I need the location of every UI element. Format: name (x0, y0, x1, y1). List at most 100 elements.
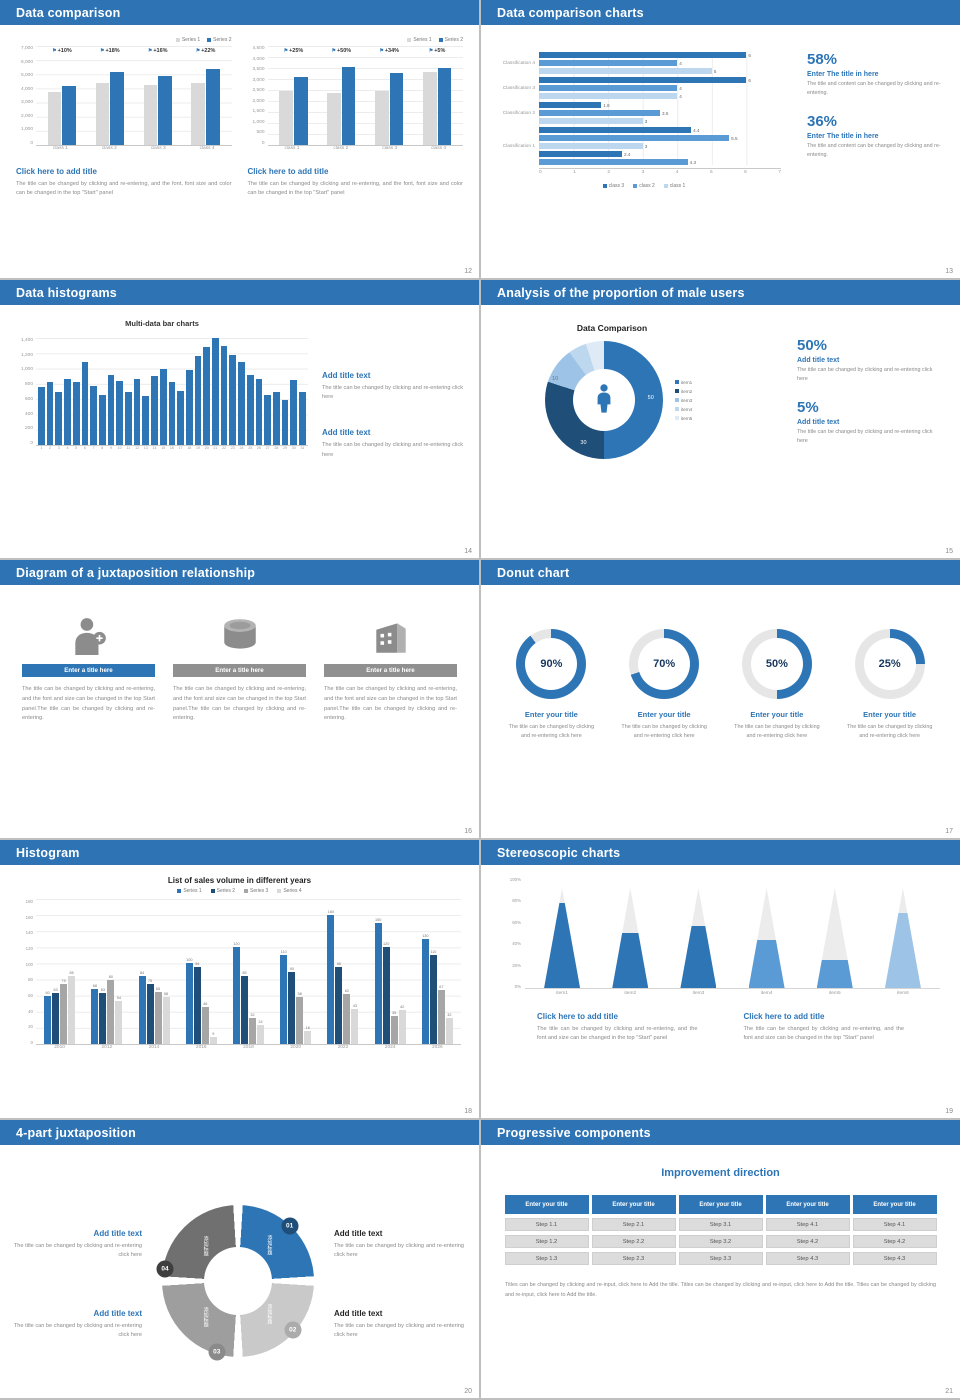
x-tick: 1 (573, 170, 576, 175)
bar-value: 84 (139, 971, 145, 976)
y-tick: 180 (25, 899, 33, 904)
item-title-bar[interactable]: Enter a title here (173, 664, 306, 677)
step-item[interactable]: Step 2.1 (591, 1218, 676, 1231)
step-item[interactable]: Step 4.1 (765, 1218, 850, 1231)
flag-icon: ⚑ (379, 48, 384, 54)
step-item[interactable]: Step 2.3 (591, 1252, 676, 1265)
stat-title[interactable]: Enter The title in here (807, 133, 879, 141)
slide-20-four-part-juxtaposition[interactable]: 4-part juxtaposition 01 添加标题 02 添加标题 03 添加标题 0… (0, 1120, 479, 1398)
stat-title[interactable]: Add title text (797, 419, 840, 427)
bar-group: ⚑+34% (373, 48, 406, 145)
bar-value: 4 (679, 85, 682, 91)
bar (68, 975, 76, 1044)
gauge-title[interactable]: Enter your title (863, 710, 917, 719)
y-tick: 2,000 (252, 98, 265, 104)
gauge-title[interactable]: Enter your title (750, 710, 804, 719)
bar-value: 24 (258, 1019, 263, 1024)
x-label: item1 (556, 991, 568, 996)
step-item[interactable]: Step 3.1 (678, 1218, 763, 1231)
flag-icon: ⚑ (147, 48, 153, 54)
slide-19-stereoscopic-charts[interactable]: Stereoscopic charts 100% 80% 60% 40% 20% 0% i… (481, 840, 960, 1118)
item-title-bar[interactable]: Enter a title here (22, 664, 155, 677)
title-button[interactable]: Enter your title (678, 1195, 763, 1214)
slide-16-juxtaposition-diagram[interactable]: Diagram of a juxtaposition relationship … (0, 560, 479, 838)
block-title[interactable]: Click here to add title (537, 1012, 618, 1021)
stat-title[interactable]: Add title text (797, 357, 840, 364)
x-axis: class 1 class 2 class 3 class 4 (36, 146, 232, 155)
slide-17-donut-chart[interactable]: Donut chart 90% Enter your title The title… (481, 560, 960, 838)
stat-block: 50% Add title text The title can be chan… (797, 337, 944, 383)
step-item[interactable]: Step 4.3 (852, 1252, 937, 1265)
gauge-title[interactable]: Enter your title (637, 710, 691, 719)
title-button[interactable]: Enter your title (765, 1195, 850, 1214)
cone-slot (531, 888, 593, 988)
title-button[interactable]: Enter your title (852, 1195, 937, 1214)
step-item[interactable]: Step 4.3 (765, 1252, 850, 1265)
slide-15-male-users[interactable]: Analysis of the proportion of male users… (481, 280, 960, 558)
block-title[interactable]: Add title text (334, 1229, 383, 1238)
stat-value: 36% (807, 113, 838, 131)
block-title[interactable]: Add title text (322, 371, 371, 380)
slide-title: Histogram (16, 845, 80, 860)
step-item[interactable]: Step 3.3 (678, 1252, 763, 1265)
legend-swatch (175, 37, 180, 42)
step-item[interactable]: Step 4.1 (852, 1218, 937, 1231)
bar (38, 386, 45, 445)
slide-title-bar: Data histograms (0, 280, 479, 305)
x-tick: class 4 (199, 146, 215, 151)
gauge-title[interactable]: Enter your title (524, 710, 578, 719)
legend-item: Series 2 (207, 37, 232, 43)
text-block: Click here to add title The title can be… (537, 1012, 698, 1043)
bar-group: ⚑+16% (141, 48, 174, 145)
step-item[interactable]: Step 4.2 (765, 1235, 850, 1248)
title-button[interactable]: Enter your title (591, 1195, 676, 1214)
page-number: 19 (945, 1108, 953, 1115)
block-title[interactable]: Add title text (322, 428, 371, 438)
step-item[interactable]: Step 2.2 (591, 1235, 676, 1248)
y-tick: 160 (25, 914, 33, 920)
x-tick: 28 (274, 446, 279, 450)
donut-gauge: 50% (741, 629, 812, 699)
bar-value: 4.3 (689, 159, 697, 165)
x-axis: 2010 2012 2014 2016 2018 2020 2022 2024 2026 (36, 1045, 461, 1054)
donut-hole (573, 369, 635, 431)
block-title[interactable]: Click here to add title (247, 167, 329, 176)
cone-slot (872, 888, 934, 988)
chart-row: Classification 4 6 4 5 (491, 52, 797, 74)
slide-13-data-comparison-charts[interactable]: Data comparison charts Classification 4 6… (481, 0, 960, 278)
bar-group: 84 75 65 58 (130, 899, 177, 1044)
x-tick: 21 (213, 446, 218, 450)
bar (293, 77, 308, 145)
bar-value: 4 (679, 93, 682, 99)
bar-value: 46 (203, 1001, 208, 1006)
slide-14-data-histograms[interactable]: Data histograms Multi-data bar charts 1,… (0, 280, 479, 558)
legend-item: Series 1 (177, 888, 202, 894)
block-title[interactable]: Click here to add title (16, 167, 97, 176)
slide-18-histogram[interactable]: Histogram List of sales volume in differ… (0, 840, 479, 1118)
item-title-bar[interactable]: Enter a title here (324, 664, 457, 677)
chart-row: Classification 2 1.8 3.5 3 (491, 102, 797, 124)
block-title[interactable]: Add title text (334, 1309, 383, 1318)
x-tick: class 1 (284, 146, 300, 151)
x-tick: 18 (187, 446, 192, 450)
step-item[interactable]: Step 3.2 (678, 1235, 763, 1248)
x-tick: 7 (778, 170, 781, 175)
step-item[interactable]: Step 1.1 (504, 1218, 589, 1231)
bar (159, 368, 167, 445)
x-tick: 13 (143, 446, 148, 450)
bar (232, 947, 240, 1044)
block-title[interactable]: Add title text (93, 1309, 142, 1318)
legend-item: item3 (675, 398, 692, 403)
step-item[interactable]: Step 1.3 (504, 1252, 589, 1265)
slide-21-progressive-components[interactable]: Progressive components Improvement direc… (481, 1120, 960, 1398)
x-tick: 0 (539, 170, 542, 175)
block-title[interactable]: Add title text (93, 1229, 142, 1238)
block-title[interactable]: Click here to add title (743, 1012, 825, 1021)
step-item[interactable]: Step 4.2 (852, 1235, 937, 1248)
slide-12-data-comparison[interactable]: Data comparison Series 1 Series 2 7,000 6,… (0, 0, 479, 278)
bar (158, 75, 172, 145)
title-button[interactable]: Enter your title (504, 1195, 589, 1214)
x-tick: 22 (222, 446, 227, 450)
step-item[interactable]: Step 1.2 (504, 1235, 589, 1248)
stat-title[interactable]: Enter The title in here (807, 71, 879, 78)
